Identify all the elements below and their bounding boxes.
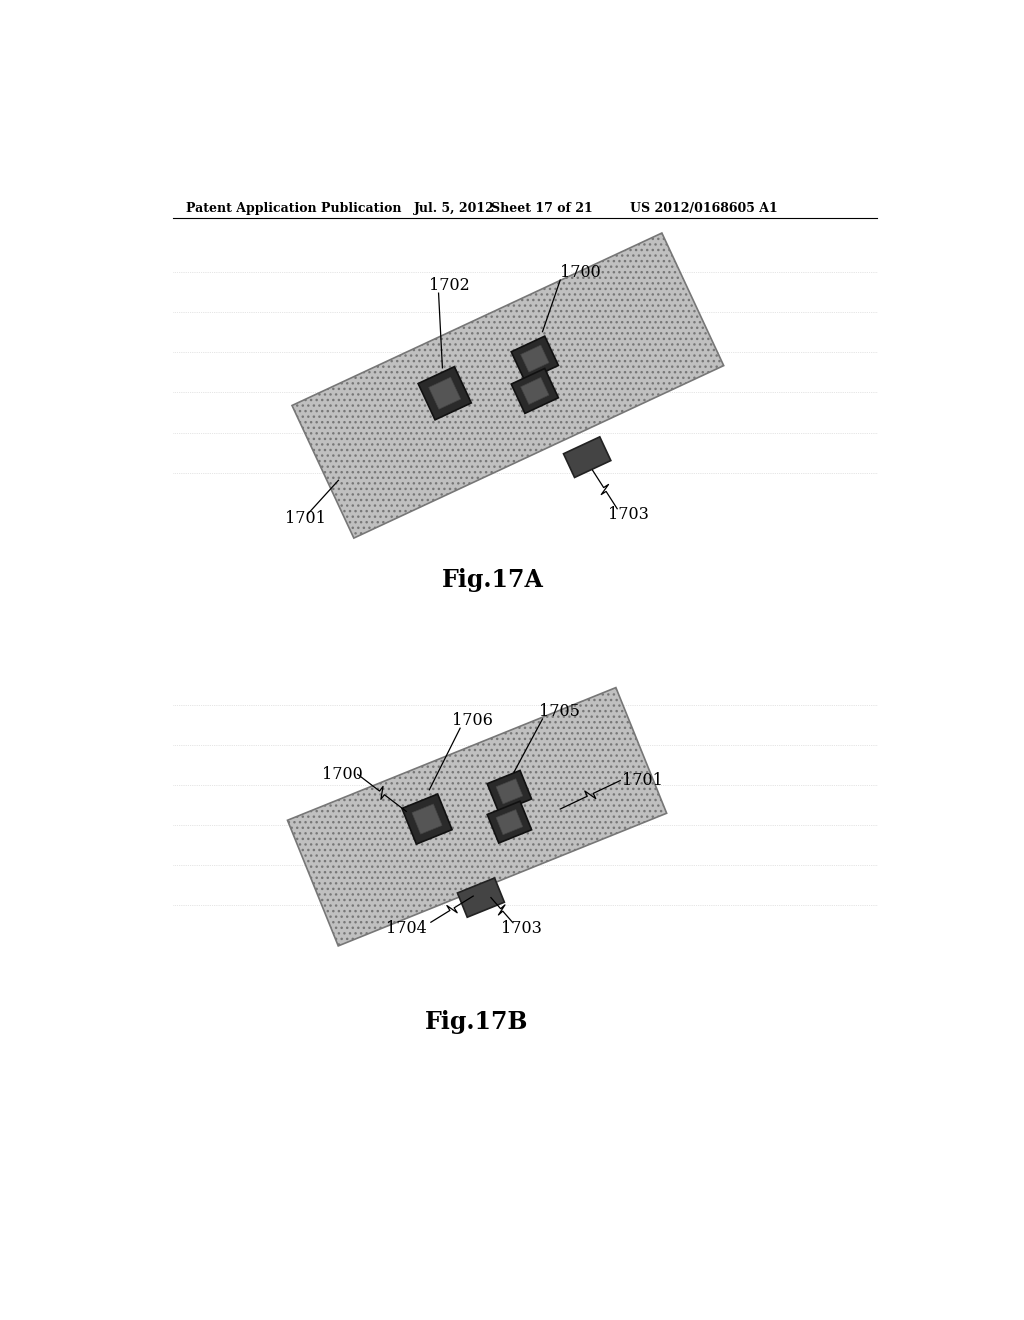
Polygon shape [487,801,531,843]
Polygon shape [496,809,522,834]
Polygon shape [487,771,531,812]
Polygon shape [520,378,549,404]
Text: 1700: 1700 [322,766,362,783]
Text: 1706: 1706 [453,711,494,729]
Text: Patent Application Publication: Patent Application Publication [186,202,401,215]
Text: 1701: 1701 [622,772,663,789]
Text: Jul. 5, 2012: Jul. 5, 2012 [414,202,495,215]
Polygon shape [520,345,549,372]
Text: 1701: 1701 [285,511,326,527]
Polygon shape [563,437,611,478]
Text: Sheet 17 of 21: Sheet 17 of 21 [490,202,593,215]
Text: 1700: 1700 [560,264,601,281]
Text: 1702: 1702 [429,277,470,294]
Polygon shape [292,234,724,539]
Text: Fig.17B: Fig.17B [425,1010,528,1035]
Polygon shape [511,368,558,413]
Text: 1704: 1704 [386,920,427,937]
Polygon shape [418,367,471,420]
Polygon shape [496,779,522,804]
Text: 1705: 1705 [539,702,580,719]
Polygon shape [402,795,452,843]
Polygon shape [412,804,442,834]
Text: 1703: 1703 [502,920,542,937]
Text: 1703: 1703 [608,506,649,523]
Polygon shape [429,378,461,409]
Polygon shape [511,337,558,381]
Text: US 2012/0168605 A1: US 2012/0168605 A1 [630,202,777,215]
Polygon shape [458,878,505,917]
Polygon shape [288,688,667,946]
Text: Fig.17A: Fig.17A [441,569,544,593]
